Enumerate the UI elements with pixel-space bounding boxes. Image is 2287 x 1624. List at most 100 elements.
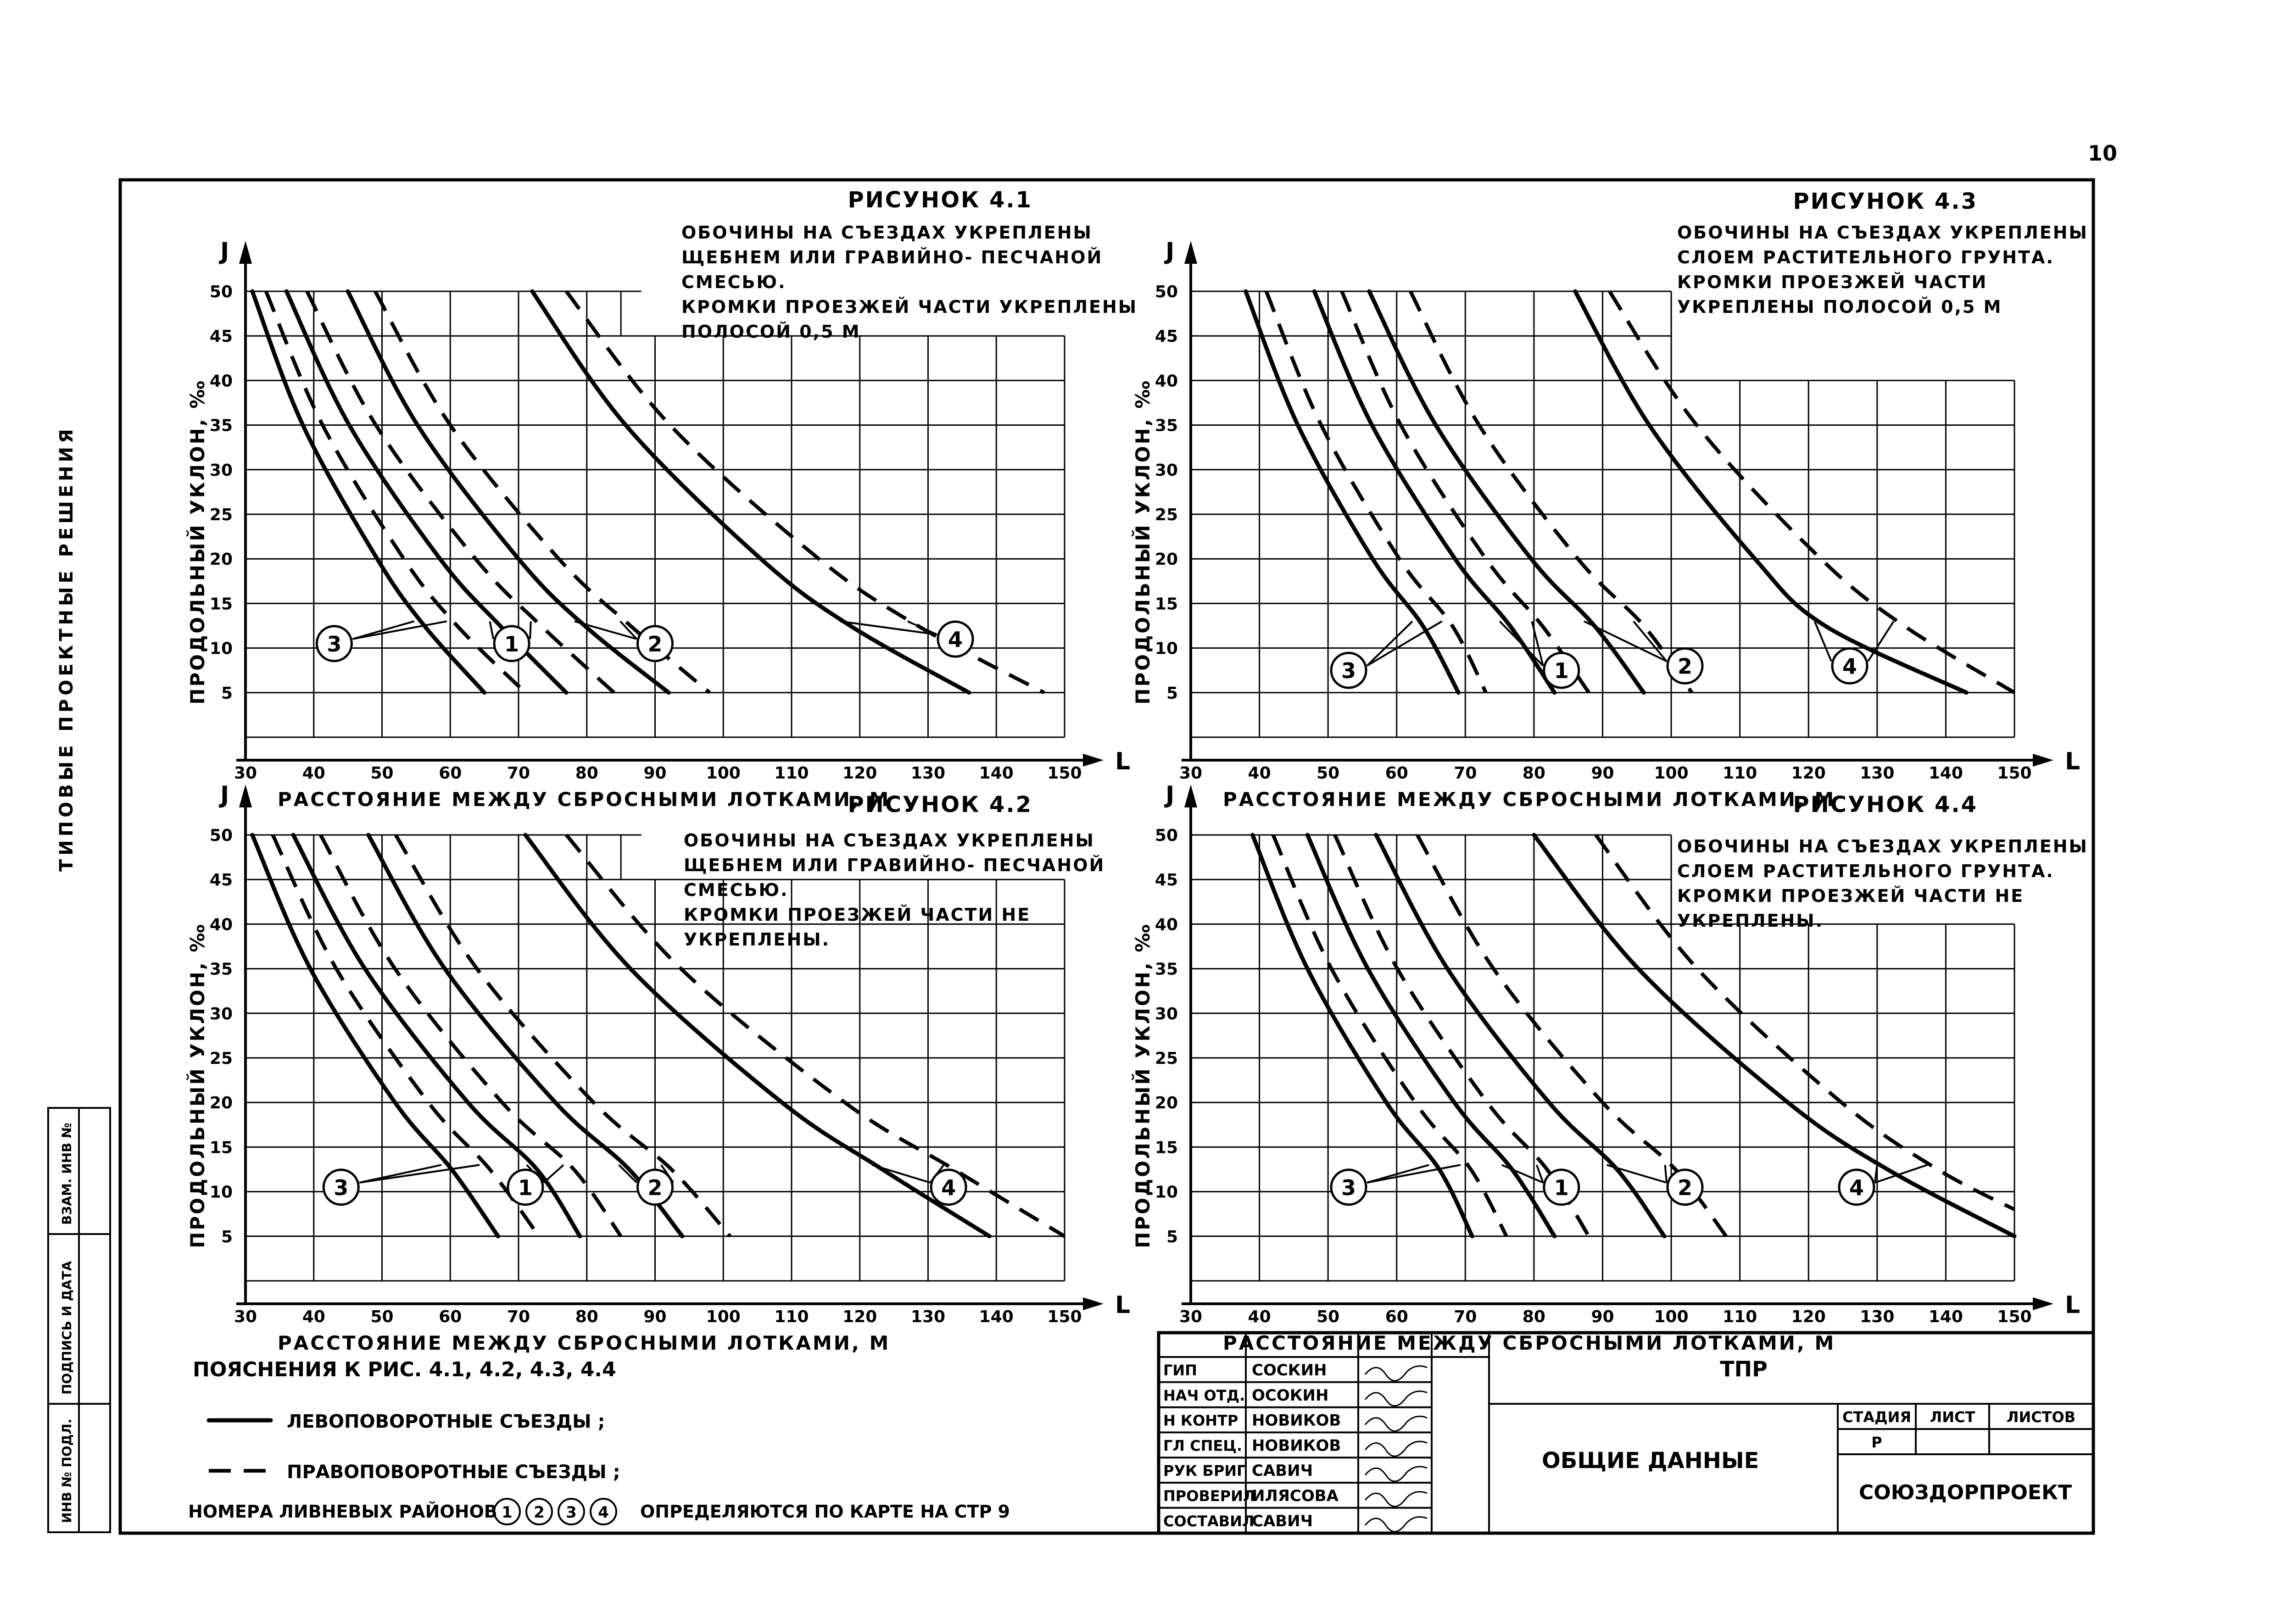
figure-title: РИСУНОК 4.1 (848, 187, 1032, 213)
x-tick-label: 150 (1047, 764, 1082, 783)
curve-label-circle (507, 1168, 544, 1206)
curve-2-solid (1374, 833, 1667, 1239)
curve-label-leader (1499, 620, 1544, 667)
organization: СОЮЗДОРПРОЕКТ (1859, 1481, 2072, 1504)
figure-caption-line: УКРЕПЛЕНЫ. (1677, 911, 1824, 931)
x-tick-label: 100 (1654, 1307, 1689, 1326)
curve-3-dashed (1264, 290, 1488, 694)
sheet-frame (118, 178, 2095, 1535)
curve-label-circle (322, 1168, 360, 1206)
curve-label: 3 (327, 632, 341, 656)
x-tick-label: 100 (706, 764, 741, 783)
x-tick-label: 60 (1385, 764, 1408, 783)
curve-label-leader (1606, 1164, 1667, 1184)
stamp-label-vzam: ВЗАМ. ИНВ № (59, 1123, 74, 1225)
x-axis-label: РАССТОЯНИЕ МЕЖДУ СБРОСНЫМИ ЛОТКАМИ, М (278, 1332, 890, 1354)
curve-label-leader (907, 620, 937, 635)
x-tick-label: 150 (1997, 1307, 2031, 1326)
project-code: ТПР (1720, 1357, 1768, 1381)
curve-3-solid (1250, 833, 1474, 1239)
curve-label-leader (529, 621, 532, 639)
y-tick-label: 10 (210, 640, 233, 658)
figure-title: РИСУНОК 4.2 (848, 792, 1032, 818)
curve-3-solid (1244, 289, 1461, 695)
role-name: СОСКИН (1252, 1361, 1327, 1379)
legend: ПОЯСНЕНИЯ К РИС. 4.1, 4.2, 4.3, 4.4 ЛЕВО… (188, 1358, 1010, 1525)
figure-title: РИСУНОК 4.4 (1793, 792, 1978, 818)
figure-caption-line: КРОМКИ ПРОЕЗЖЕЙ ЧАСТИ НЕ (1677, 886, 2024, 906)
curve-label-leader (1501, 1164, 1544, 1184)
sheet-header: ЛИСТ (1930, 1408, 1975, 1426)
y-tick-label: 15 (210, 1138, 233, 1157)
curve-1-dashed (1333, 834, 1590, 1237)
x-tick-label: 110 (774, 764, 809, 783)
curve-label-circle (930, 1168, 967, 1206)
x-tick-label: 130 (1860, 1307, 1894, 1326)
x-tick-label: 130 (911, 1307, 945, 1326)
y-tick-label: 5 (221, 684, 233, 703)
y-tick-label: 25 (1155, 506, 1178, 524)
y-axis-symbol: J (219, 238, 229, 265)
figure-caption-line: КРОМКИ ПРОЕЗЖЕЙ ЧАСТИ УКРЕПЛЕНЫ (681, 297, 1138, 317)
curve-label: 1 (1554, 1175, 1569, 1200)
x-tick-label: 130 (1860, 764, 1894, 783)
y-tick-label: 20 (1155, 550, 1178, 569)
chart-grid (245, 290, 1065, 738)
figure-caption-line: УКРЕПЛЕНЫ ПОЛОСОЙ 0,5 М (1677, 297, 2002, 317)
curve-label-leader (1584, 620, 1667, 662)
legend-solid-label: ЛЕВОПОВОРОТНЫЕ СЪЕЗДЫ ; (287, 1411, 605, 1432)
curve-label-leader (840, 620, 937, 636)
y-tick-label: 10 (1155, 1183, 1178, 1202)
y-axis-arrow (239, 241, 252, 264)
figure-caption-line: СЛОЕМ РАСТИТЕЛЬНОГО ГРУНТА. (1677, 861, 2054, 881)
signature-mark (1364, 1415, 1428, 1432)
y-tick-label: 40 (210, 915, 233, 934)
curve-label-circle (636, 625, 674, 662)
y-tick-label: 40 (1155, 915, 1178, 934)
curve-label-circle (1666, 647, 1704, 684)
y-tick-label: 20 (210, 1094, 233, 1112)
curve-label-circle (1838, 1168, 1875, 1206)
figure-caption-line: СМЕСЬЮ. (684, 880, 789, 900)
role-label: ГЛ СПЕЦ. (1163, 1437, 1242, 1454)
curve-label: 1 (504, 632, 519, 656)
side-label: ТИПОВЫЕ ПРОЕКТНЫЕ РЕШЕНИЯ (56, 425, 77, 872)
curve-label-circle (937, 620, 974, 658)
role-name: НОВИКОВ (1252, 1412, 1341, 1430)
role-label: СОСТАВИЛ (1163, 1513, 1255, 1530)
curve-label: 2 (1678, 654, 1692, 679)
role-label: Н КОНТР (1163, 1412, 1238, 1429)
x-tick-label: 80 (575, 764, 598, 783)
x-tick-label: 40 (1248, 1307, 1271, 1326)
x-tick-label: 140 (1929, 764, 1963, 783)
x-tick-label: 100 (1654, 764, 1689, 783)
signature-mark (1364, 1365, 1428, 1382)
curve-label-leader (359, 1164, 480, 1184)
x-tick-label: 60 (439, 1307, 462, 1326)
sheets-header: ЛИСТОВ (2007, 1408, 2075, 1426)
x-axis-arrow (2033, 1297, 2053, 1310)
curve-2-dashed (1409, 290, 1694, 694)
signature-mark (1364, 1440, 1428, 1457)
curve-label: 1 (518, 1175, 533, 1200)
curve-4-dashed (565, 834, 1066, 1238)
x-tick-label: 60 (439, 764, 462, 783)
y-axis-arrow (239, 784, 252, 807)
signature-mark (1364, 1491, 1428, 1507)
y-tick-label: 45 (210, 327, 233, 346)
figure-caption-line: ОБОЧИНЫ НА СЪЕЗДАХ УКРЕПЛЕНЫ (1677, 222, 2088, 243)
curve-label-leader (1874, 1164, 1928, 1184)
curve-2-solid (1367, 289, 1646, 695)
district-circle (558, 1498, 585, 1525)
curve-label-leader (1367, 620, 1443, 667)
signature-mark (1364, 1390, 1428, 1407)
figure-caption-line: УКРЕПЛЕНЫ. (684, 929, 830, 950)
role-name: ИЛЯСОВА (1252, 1487, 1339, 1505)
curve-4-solid (1532, 833, 2017, 1239)
x-tick-label: 40 (1248, 764, 1271, 783)
curve-label-circle (315, 625, 353, 662)
curve-label: 3 (1341, 1175, 1356, 1200)
legend-dashed-label: ПРАВОПОВОРОТНЫЕ СЪЕЗДЫ ; (287, 1462, 620, 1483)
